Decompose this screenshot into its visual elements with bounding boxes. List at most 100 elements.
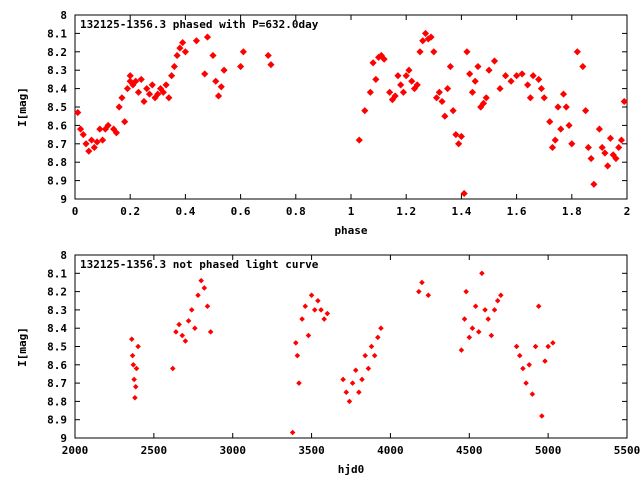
data-point (557, 125, 565, 133)
data-point (562, 103, 570, 111)
data-point (209, 51, 217, 60)
data-point (343, 389, 350, 396)
data-point (466, 334, 473, 341)
data-point (421, 29, 430, 37)
x-tick-label: 5500 (614, 444, 640, 457)
x-tick-label: 3000 (219, 444, 246, 457)
data-point (444, 85, 452, 93)
data-point (198, 277, 204, 284)
data-point (471, 77, 479, 85)
data-point (134, 88, 143, 96)
data-point (192, 37, 201, 45)
x-tick-label: 3500 (298, 444, 325, 457)
data-point (408, 77, 416, 85)
data-point (356, 389, 362, 396)
data-point (121, 118, 129, 126)
data-point (584, 143, 592, 152)
data-point (118, 94, 126, 102)
axis-ticks: 0 0.2 0.4 0.6 0.8 1 1.2 1.4 1.6 1.8 2 8 8.1 8.2 8.3 8.4… (47, 9, 630, 218)
unphased-light-curve-panel: 132125-1356.3 not phased light curve hjd… (16, 249, 640, 476)
data-point (340, 376, 346, 383)
data-point (362, 352, 368, 359)
data-point (204, 303, 211, 310)
data-point (548, 143, 557, 152)
data-point (74, 108, 82, 117)
data-point (324, 310, 331, 317)
data-point (458, 347, 465, 353)
data-point (604, 162, 612, 170)
data-point (435, 88, 443, 96)
data-point (267, 61, 275, 69)
data-point (368, 343, 375, 350)
data-point (441, 112, 449, 120)
data-point (399, 88, 408, 96)
data-point (168, 72, 176, 80)
data-point (524, 81, 532, 89)
plot-title: 132125-1356.3 phased with P=632.0day (80, 18, 319, 31)
data-point (416, 48, 424, 56)
y-tick-label: 8.5 (47, 101, 67, 114)
data-point (366, 88, 374, 96)
data-point (361, 107, 369, 115)
data-point (203, 33, 212, 41)
data-point (535, 303, 542, 310)
x-tick-label: 0.2 (120, 205, 140, 218)
data-point (176, 321, 182, 328)
data-point (294, 352, 301, 359)
data-point (485, 66, 493, 74)
x-tick-label: 1.8 (562, 205, 582, 218)
plot-title: 132125-1356.3 not phased light curve (80, 258, 319, 271)
data-point (170, 365, 176, 372)
data-point (582, 107, 590, 115)
data-point (154, 90, 162, 98)
data-point (485, 316, 491, 322)
data-point (179, 332, 186, 339)
data-point (170, 62, 178, 71)
data-point (365, 365, 372, 372)
data-point (85, 147, 93, 155)
y-tick-label: 8.1 (47, 267, 67, 280)
x-tick-label: 2 (624, 205, 631, 218)
x-tick-label: 1 (348, 205, 355, 218)
data-point (289, 429, 296, 436)
data-point (474, 62, 482, 71)
data-point (207, 329, 214, 335)
data-point (617, 136, 626, 144)
data-point (104, 121, 112, 129)
data-point (93, 138, 101, 146)
data-point (496, 85, 504, 93)
data-point (391, 92, 399, 100)
data-point (123, 85, 132, 93)
data-point (217, 83, 225, 91)
data-point (143, 85, 151, 93)
x-tick-label: 1.4 (451, 205, 471, 218)
data-point (397, 81, 405, 89)
data-point (133, 365, 140, 372)
plot-frame (74, 254, 628, 439)
data-point (587, 154, 595, 163)
data-point (551, 136, 559, 144)
x-tick-label: 2000 (62, 444, 89, 457)
data-point (498, 292, 504, 299)
x-tick-label: 0.4 (175, 205, 195, 218)
data-point (466, 70, 474, 78)
data-point (427, 33, 435, 41)
y-tick-label: 8 (60, 249, 67, 262)
y-tick-label: 8.7 (47, 377, 67, 390)
data-point (488, 332, 495, 339)
x-tick-label: 0.6 (231, 205, 251, 218)
data-point (461, 316, 468, 322)
data-points (74, 29, 628, 198)
x-tick-label: 1.2 (396, 205, 416, 218)
x-tick-label: 0 (72, 205, 79, 218)
y-axis-label: I[mag] (16, 327, 29, 367)
data-point (595, 125, 603, 133)
x-tick-label: 4500 (456, 444, 483, 457)
data-point (430, 48, 438, 56)
data-point (129, 336, 135, 342)
data-point (402, 72, 410, 80)
data-point (296, 380, 302, 386)
data-point (87, 136, 96, 144)
data-point (380, 55, 388, 63)
